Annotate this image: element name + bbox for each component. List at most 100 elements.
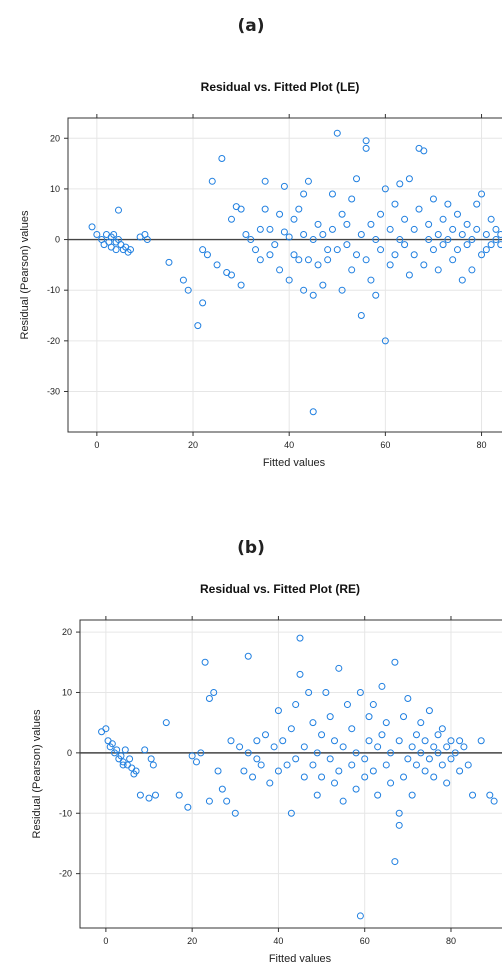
y-tick-label: -10 — [59, 808, 72, 818]
data-point — [287, 809, 295, 817]
data-point — [367, 276, 375, 284]
data-point — [151, 791, 159, 799]
y-tick-label: 0 — [55, 235, 60, 245]
data-point — [463, 220, 471, 228]
data-point — [300, 230, 308, 238]
data-point — [338, 286, 346, 294]
data-point — [108, 740, 116, 748]
data-point — [192, 758, 200, 766]
data-point — [369, 701, 377, 709]
data-point — [453, 246, 461, 254]
data-point — [194, 322, 202, 330]
data-point — [386, 261, 394, 269]
data-point — [365, 713, 373, 721]
data-point — [300, 286, 308, 294]
data-point — [482, 230, 490, 238]
data-point — [331, 779, 339, 787]
data-point — [322, 688, 330, 696]
data-point — [127, 246, 135, 254]
data-point — [357, 312, 365, 320]
data-point — [339, 797, 347, 805]
data-point — [199, 299, 207, 307]
data-point — [309, 719, 317, 727]
data-point — [339, 743, 347, 751]
data-point — [213, 261, 221, 269]
data-point — [421, 737, 429, 745]
data-point — [478, 251, 486, 259]
data-point — [319, 281, 327, 289]
x-tick-label: 0 — [94, 440, 99, 450]
data-point — [318, 731, 326, 739]
data-point — [486, 791, 494, 799]
data-point — [199, 246, 207, 254]
data-point — [453, 210, 461, 218]
data-point — [356, 688, 364, 696]
data-point — [377, 210, 385, 218]
y-tick-label: 20 — [50, 133, 60, 143]
data-point — [279, 737, 287, 745]
data-point — [395, 809, 403, 817]
data-point — [280, 182, 288, 190]
data-point — [218, 785, 226, 793]
data-point — [253, 737, 261, 745]
data-point — [247, 236, 255, 244]
data-point — [205, 695, 213, 703]
panel-b: (b) Residual vs. Fitted Plot (RE) 0 20 40 6… — [0, 490, 502, 979]
panel-a: (a) Residual vs. Fitted Plot (LE) 0 20 40 6… — [19, 16, 502, 469]
chart-title: Residual vs. Fitted Plot (RE) — [199, 582, 361, 596]
data-point — [391, 200, 399, 208]
data-point — [300, 773, 308, 781]
data-point — [473, 225, 481, 233]
data-point — [451, 749, 459, 757]
data-point — [237, 205, 245, 213]
data-point — [378, 682, 386, 690]
data-point — [113, 746, 121, 754]
data-point — [128, 764, 136, 772]
data-point — [335, 767, 343, 775]
data-point — [218, 155, 226, 163]
data-point — [333, 129, 341, 137]
data-point — [197, 749, 205, 757]
chart-title: Residual vs. Fitted Plot (LE) — [200, 80, 360, 94]
data-point — [434, 749, 442, 757]
y-tick-label: -20 — [59, 869, 72, 879]
data-point — [478, 190, 486, 198]
data-point — [319, 230, 327, 238]
data-point — [439, 241, 447, 249]
data-point — [468, 236, 476, 244]
data-point — [492, 225, 500, 233]
data-point — [184, 286, 192, 294]
data-point — [290, 215, 298, 223]
x-tick-label: 80 — [477, 440, 487, 450]
grid-lines — [80, 620, 502, 928]
y-tick-label: -30 — [47, 386, 60, 396]
data-point — [444, 200, 452, 208]
data-point — [417, 749, 425, 757]
data-point — [210, 688, 218, 696]
data-point — [304, 177, 312, 185]
data-point — [162, 719, 170, 727]
data-point — [326, 713, 334, 721]
data-point — [324, 256, 332, 264]
data-point — [305, 688, 313, 696]
data-point — [429, 195, 437, 203]
data-point — [318, 773, 326, 781]
data-point — [369, 767, 377, 775]
data-point — [357, 230, 365, 238]
data-point — [404, 695, 412, 703]
data-point — [469, 791, 477, 799]
data-point — [314, 261, 322, 269]
data-point — [400, 773, 408, 781]
data-point — [447, 737, 455, 745]
grid-lines — [68, 118, 502, 432]
data-point — [112, 246, 120, 254]
data-point — [444, 236, 452, 244]
y-tick-label: 10 — [62, 687, 72, 697]
data-point — [165, 258, 173, 266]
x-tick-label: 40 — [273, 936, 283, 946]
data-point — [497, 230, 502, 238]
data-point — [391, 658, 399, 666]
data-point — [237, 281, 245, 289]
data-point — [412, 731, 420, 739]
data-point — [449, 225, 457, 233]
